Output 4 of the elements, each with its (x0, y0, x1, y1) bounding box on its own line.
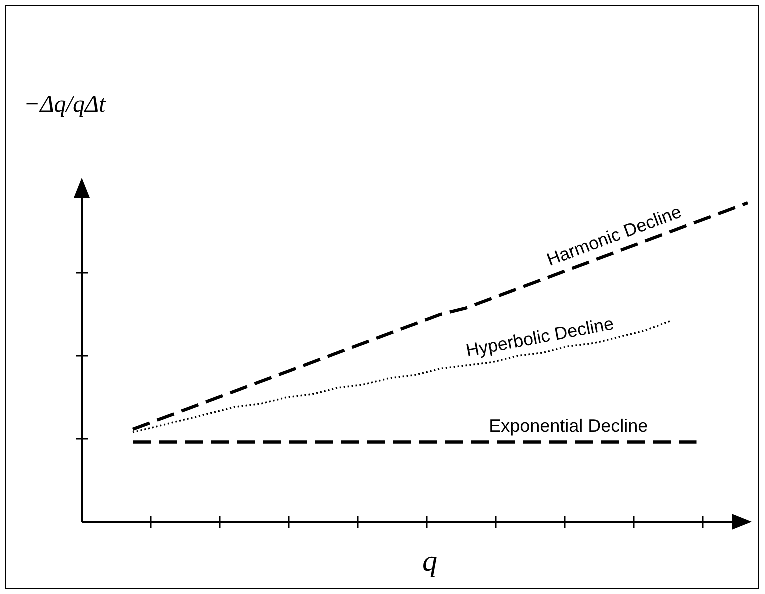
x-axis-title: q (422, 545, 438, 579)
y-axis-title: −Δq/qΔt (24, 92, 106, 119)
text: Hyperbolic Decline (464, 314, 616, 361)
series-label: Exponential Decline (489, 416, 648, 436)
